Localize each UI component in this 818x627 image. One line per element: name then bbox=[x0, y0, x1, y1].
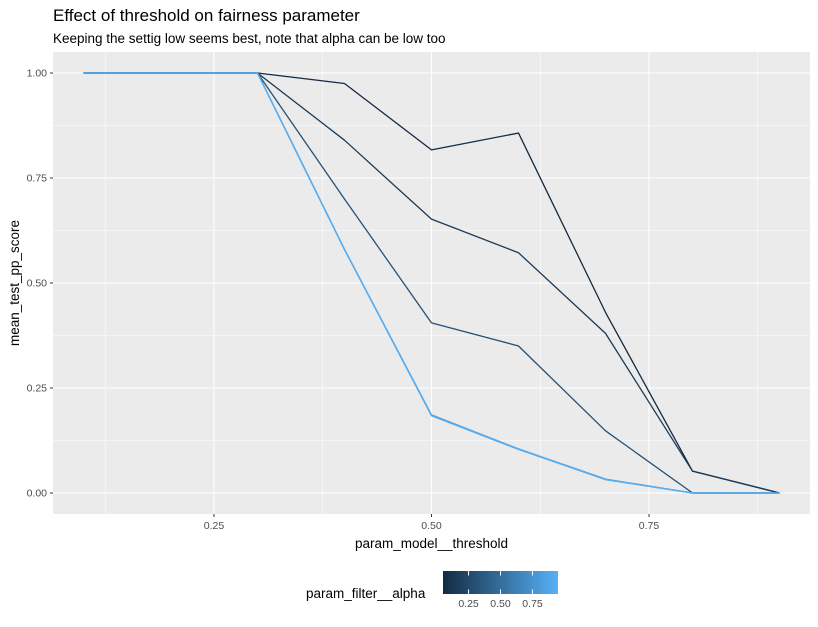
y-tick-label: 0.50 bbox=[27, 278, 48, 290]
x-axis-title: param_model__threshold bbox=[355, 536, 508, 551]
x-axis-ticks: 0.25 0.50 0.75 bbox=[204, 514, 660, 532]
y-axis-title: mean_test_pp_score bbox=[7, 220, 22, 346]
legend-tick-label: 0.50 bbox=[490, 598, 511, 610]
y-tick-label: 1.00 bbox=[27, 68, 48, 80]
chart-subtitle: Keeping the settig low seems best, note … bbox=[53, 31, 446, 46]
series-line-6 bbox=[83, 72, 780, 494]
legend: param_filter__alpha 0.25 0.50 0.75 bbox=[306, 571, 558, 610]
series-lines bbox=[83, 72, 780, 494]
y-axis-ticks: 0.00 0.25 0.50 0.75 1.00 bbox=[27, 68, 53, 500]
legend-tick-label: 0.25 bbox=[458, 598, 479, 610]
legend-ticks: 0.25 0.50 0.75 bbox=[458, 571, 543, 610]
y-tick-label: 0.00 bbox=[27, 488, 48, 500]
legend-colorbar bbox=[443, 571, 558, 594]
x-tick-label: 0.25 bbox=[204, 520, 225, 532]
chart-title: Effect of threshold on fairness paramete… bbox=[53, 6, 360, 25]
legend-title: param_filter__alpha bbox=[306, 586, 426, 601]
y-tick-label: 0.75 bbox=[27, 173, 48, 185]
legend-tick-label: 0.75 bbox=[522, 598, 543, 610]
x-tick-label: 0.50 bbox=[421, 520, 442, 532]
y-tick-label: 0.25 bbox=[27, 383, 48, 395]
x-tick-label: 0.75 bbox=[639, 520, 660, 532]
